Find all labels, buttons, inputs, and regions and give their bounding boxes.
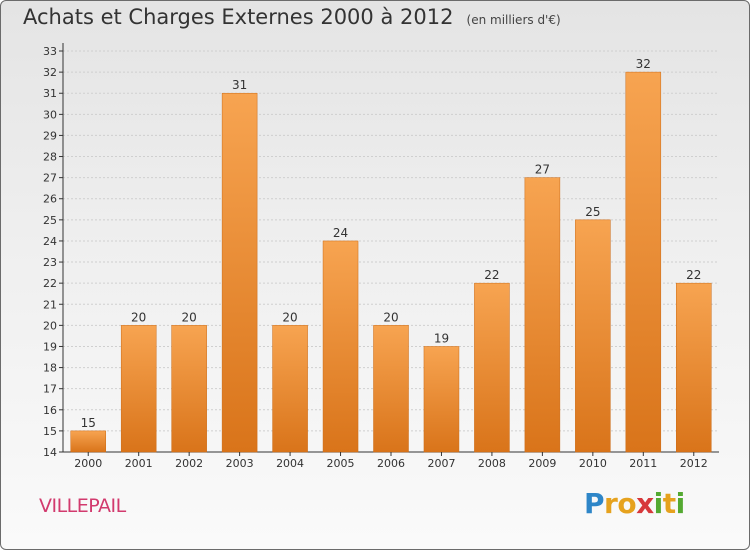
x-tick-label-2007: 2007 [427,457,455,470]
data-label-2003: 31 [232,78,247,92]
y-tick-label: 31 [43,87,57,100]
y-tick-label: 16 [43,404,57,417]
y-tick-label: 22 [43,277,57,290]
y-tick-label: 32 [43,66,57,79]
y-tick-label: 30 [43,108,57,121]
y-tick-label: 23 [43,256,57,269]
y-tick-label: 29 [43,129,57,142]
data-label-2005: 24 [333,226,348,240]
chart-subtitle: (en milliers d'€) [466,13,561,27]
y-tick-label: 14 [43,446,57,459]
y-tick-label: 33 [43,45,57,58]
x-tick-label-2008: 2008 [478,457,506,470]
x-tick-label-2006: 2006 [377,457,405,470]
x-tick-label-2003: 2003 [226,457,254,470]
y-tick-label: 21 [43,298,57,311]
bar-2008 [474,282,510,453]
logo-letter: r [604,487,618,520]
bar-2006 [373,325,409,453]
commune-name: VILLEPAIL [39,495,126,517]
y-tick-label: 24 [43,235,57,248]
x-tick-label-2012: 2012 [680,457,708,470]
y-tick-label: 26 [43,193,57,206]
y-tick-label: 15 [43,425,57,438]
x-tick-label-2001: 2001 [125,457,153,470]
data-label-2002: 20 [182,310,197,324]
x-tick-label-2002: 2002 [175,457,203,470]
y-tick-label: 17 [43,383,57,396]
bar-2005 [322,240,359,453]
bar-2002 [171,325,207,453]
data-label-2012: 22 [686,268,701,282]
bar-2012 [676,282,712,453]
y-tick-label: 27 [43,172,57,185]
data-label-2006: 20 [383,310,398,324]
logo-letter: i [653,487,664,520]
bar-2011 [625,71,662,453]
data-label-2001: 20 [131,310,146,324]
chart-title-row: Achats et Charges Externes 2000 à 2012 (… [23,5,561,29]
bar-2010 [575,219,611,453]
data-label-2008: 22 [484,268,499,282]
logo-letter: i [675,487,686,520]
y-tick-label: 20 [43,319,57,332]
data-label-2000: 15 [81,416,96,430]
logo-letter: t [662,487,676,520]
data-label-2011: 32 [636,57,651,71]
data-label-2010: 25 [585,205,600,219]
bar-2003 [221,92,258,453]
data-label-2007: 19 [434,331,449,345]
bar-2000 [70,430,106,453]
data-label-2004: 20 [282,310,297,324]
chart-title: Achats et Charges Externes 2000 à 2012 [23,5,454,29]
y-tick-label: 25 [43,214,57,227]
bar-2009 [524,177,561,453]
x-tick-label-2004: 2004 [276,457,304,470]
bar-2001 [120,325,157,453]
y-tick-label: 28 [43,151,57,164]
logo-letter: x [636,487,654,520]
logo-letter: P [584,487,605,520]
x-tick-label-2011: 2011 [629,457,657,470]
data-label-2009: 27 [535,163,550,177]
proxiti-logo: Proxiti [584,487,685,520]
y-tick-label: 18 [43,362,57,375]
x-tick-label-2010: 2010 [579,457,607,470]
x-tick-label-2000: 2000 [74,457,102,470]
logo-letter: o [617,487,637,520]
x-tick-label-2009: 2009 [528,457,556,470]
bar-2004 [272,325,308,453]
x-tick-label-2005: 2005 [327,457,355,470]
y-tick-label: 19 [43,340,57,353]
bar-2007 [423,346,460,453]
